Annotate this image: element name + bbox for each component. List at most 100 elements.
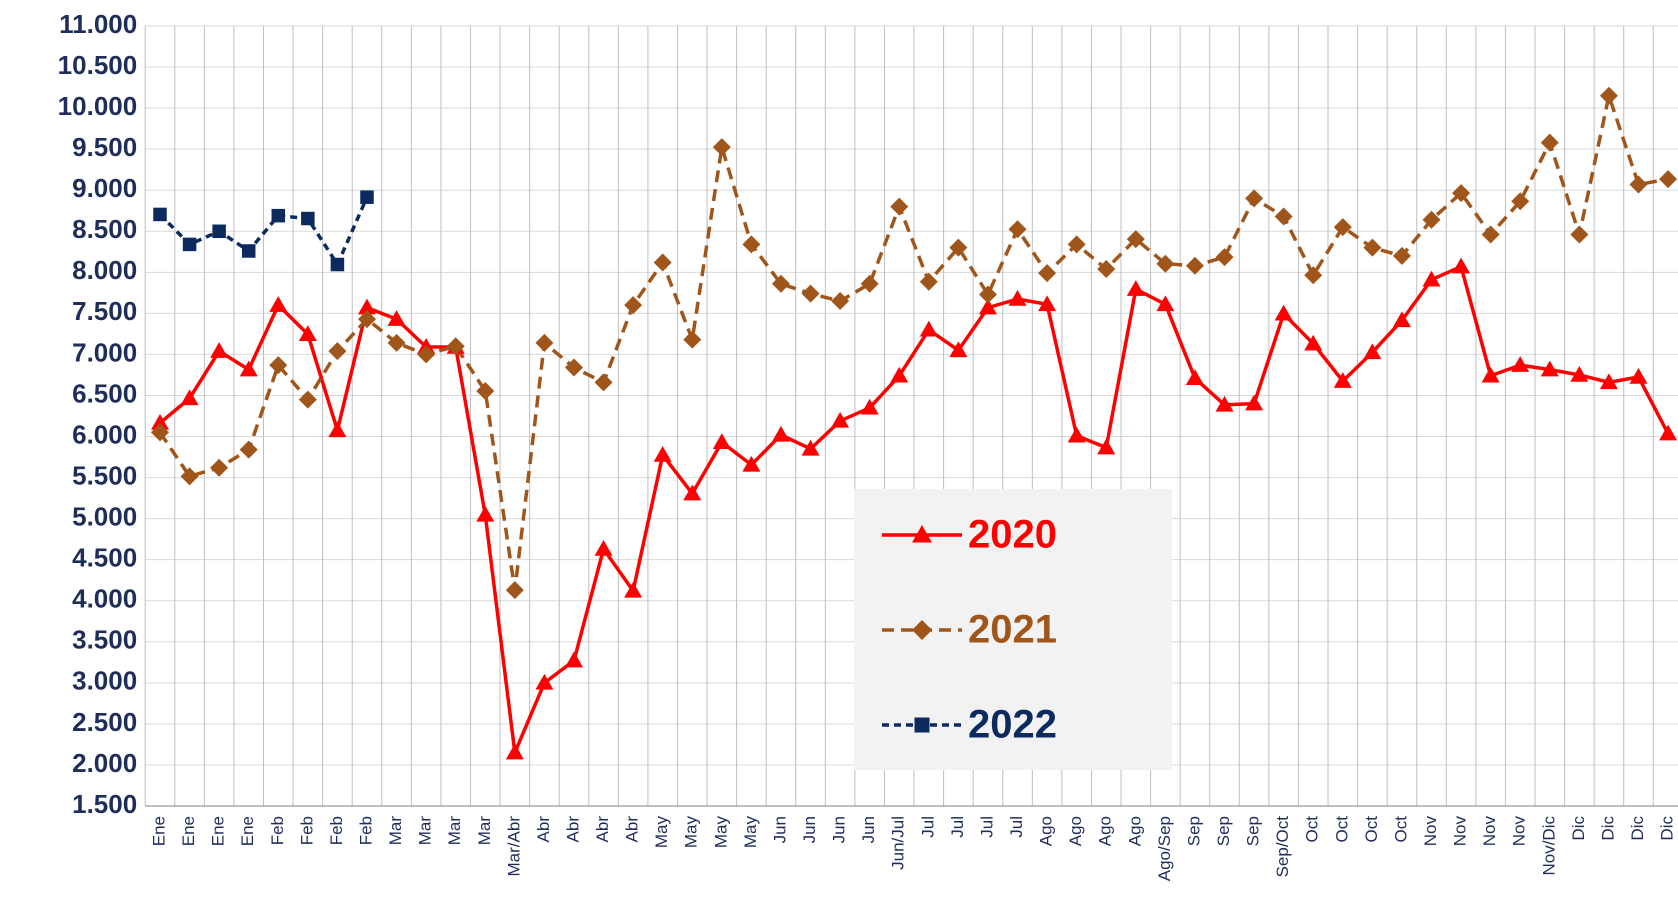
marker <box>978 285 997 304</box>
marker <box>271 208 286 223</box>
x-tick-label: Jun <box>859 816 878 843</box>
x-tick-label: May <box>711 816 730 849</box>
marker <box>330 257 345 272</box>
x-tick-label: Mar <box>475 816 494 846</box>
marker <box>712 433 731 450</box>
legend-marker <box>914 717 930 733</box>
marker <box>1038 264 1057 283</box>
marker <box>182 237 197 252</box>
marker <box>1570 365 1589 382</box>
x-tick-label: Dic <box>1569 816 1588 841</box>
x-tick-label: Mar <box>416 816 435 846</box>
marker <box>212 224 226 239</box>
y-tick-label: 1.500 <box>72 789 137 819</box>
marker <box>387 310 406 326</box>
x-tick-label: Feb <box>268 816 287 845</box>
x-tick-label: Jul <box>977 816 996 838</box>
marker <box>535 673 554 690</box>
x-tick-label: Oct <box>1362 816 1381 843</box>
marker <box>831 292 850 311</box>
marker <box>301 211 315 226</box>
marker <box>771 425 790 442</box>
y-tick-label: 8.000 <box>72 255 137 285</box>
marker <box>180 389 199 406</box>
marker <box>1422 210 1441 229</box>
marker <box>446 337 465 356</box>
marker <box>1333 372 1352 388</box>
marker <box>269 296 288 312</box>
x-tick-label: Feb <box>327 816 346 845</box>
legend-marker <box>912 620 932 640</box>
marker <box>1274 304 1293 321</box>
x-tick-label: May <box>682 816 701 849</box>
x-tick-label: Jul <box>1007 816 1026 838</box>
x-tick-label: Feb <box>356 816 375 845</box>
marker <box>949 238 968 257</box>
marker <box>801 284 820 303</box>
x-tick-label: Ene <box>179 816 198 846</box>
marker <box>564 651 583 668</box>
x-tick-label: Ene <box>209 816 228 846</box>
marker <box>328 421 347 438</box>
marker <box>239 440 258 459</box>
x-tick-label: Sep <box>1244 816 1263 846</box>
marker <box>505 743 524 760</box>
x-tick-label: Nov <box>1451 816 1470 847</box>
marker <box>1097 260 1116 279</box>
x-tick-label: Ago <box>1096 816 1115 846</box>
marker <box>241 244 256 258</box>
marker <box>1629 175 1648 194</box>
marker <box>653 446 672 462</box>
marker <box>1659 424 1678 441</box>
marker <box>1038 295 1057 312</box>
x-tick-label: Jun <box>770 816 789 843</box>
marker <box>860 274 879 293</box>
marker <box>594 373 613 392</box>
x-tick-label: Sep <box>1214 816 1233 846</box>
marker <box>771 274 790 293</box>
legend-label: 2022 <box>968 703 1057 747</box>
y-tick-label: 9.000 <box>72 173 137 203</box>
x-tick-label: Jun <box>800 816 819 843</box>
marker <box>624 296 643 315</box>
marker <box>949 341 968 358</box>
legend-label: 2021 <box>968 608 1057 652</box>
series-line <box>158 94 1669 592</box>
marker <box>298 325 317 342</box>
marker <box>890 197 909 216</box>
marker <box>505 581 524 600</box>
x-tick-label: Abr <box>534 816 553 843</box>
marker <box>1067 235 1086 254</box>
x-tick-label: Ago <box>1066 816 1085 846</box>
grid <box>144 25 1678 807</box>
x-tick-label: Dic <box>1628 816 1647 841</box>
x-tick-label: Nov <box>1510 816 1529 847</box>
marker <box>1215 395 1234 412</box>
marker <box>564 358 583 377</box>
y-tick-label: 11.000 <box>59 9 137 39</box>
marker <box>151 423 169 442</box>
y-tick-label: 7.500 <box>72 296 137 326</box>
marker <box>298 390 317 409</box>
marker <box>180 467 199 486</box>
marker <box>1511 356 1530 372</box>
marker <box>476 381 495 400</box>
marker <box>1156 295 1175 312</box>
marker <box>1215 248 1234 267</box>
y-tick-label: 2.500 <box>72 707 137 737</box>
marker <box>1599 373 1618 390</box>
marker <box>1570 225 1589 244</box>
marker <box>712 138 731 157</box>
y-tick-label: 6.500 <box>72 378 137 408</box>
marker <box>1422 270 1441 287</box>
marker <box>1481 225 1500 244</box>
x-tick-label: Ago <box>1037 816 1056 846</box>
x-tick-label: May <box>741 816 760 849</box>
marker <box>210 458 229 477</box>
marker <box>1452 257 1471 274</box>
marker <box>535 333 554 352</box>
marker <box>1511 192 1530 211</box>
x-tick-label: Jun/Jul <box>889 816 908 870</box>
x-tick-label: Mar <box>445 816 464 846</box>
x-tick-label: Abr <box>623 816 642 843</box>
